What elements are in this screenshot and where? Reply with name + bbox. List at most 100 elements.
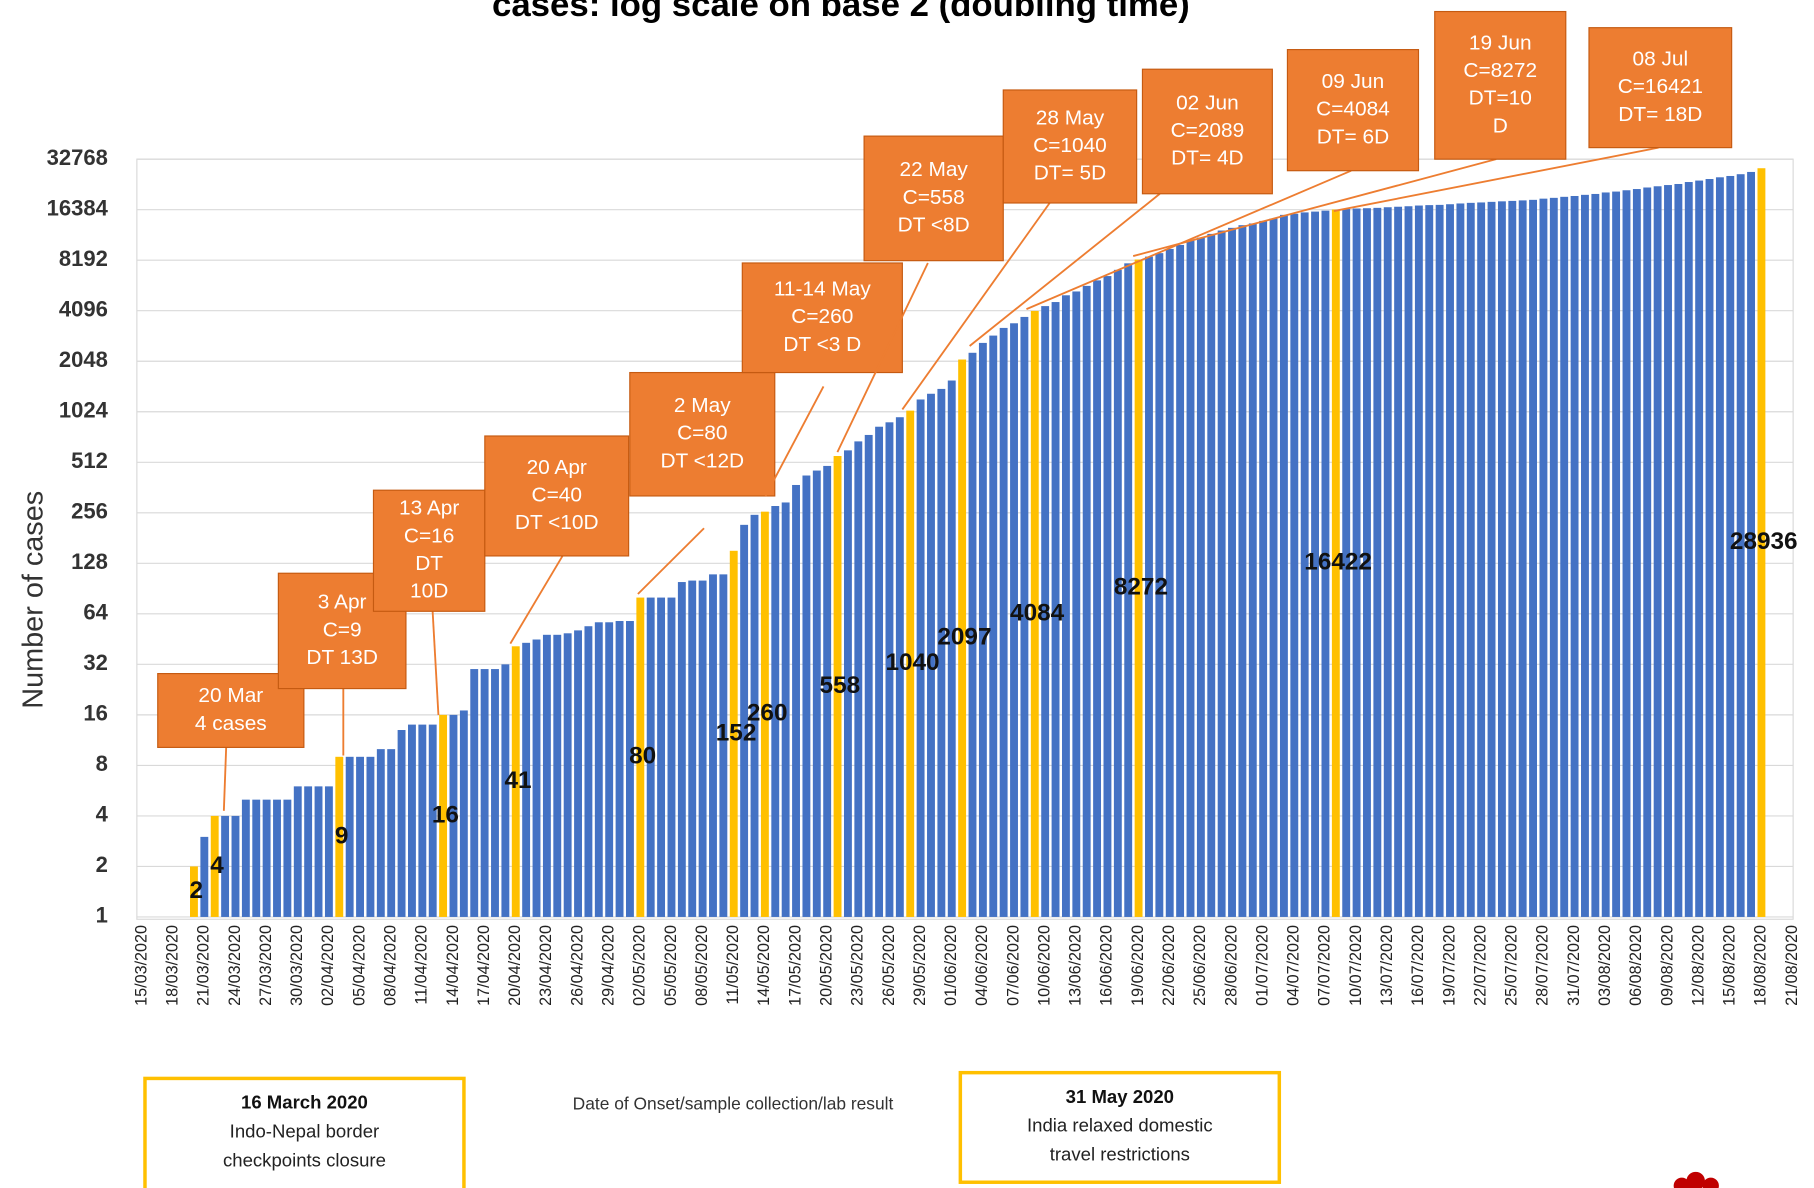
logo-dot <box>1702 1177 1719 1188</box>
bar <box>522 642 531 917</box>
bar <box>511 646 520 917</box>
x-tick-label: 21/03/2020 <box>195 925 213 1006</box>
annotation-box <box>741 262 903 374</box>
bar <box>792 484 800 917</box>
x-tick-label: 08/05/2020 <box>693 925 711 1006</box>
bar <box>781 502 790 917</box>
bar <box>210 815 219 917</box>
bar <box>1051 302 1060 917</box>
y-tick-label: 128 <box>71 549 108 574</box>
y-tick-label: 256 <box>71 499 108 524</box>
annotation: 22 May C=558 DT <8D <box>836 135 1004 453</box>
x-tick-label: 05/05/2020 <box>662 925 680 1006</box>
x-tick-label: 11/05/2020 <box>724 925 742 1005</box>
x-tick-label: 06/08/2020 <box>1627 925 1645 1006</box>
annotation-text: C=80 <box>677 422 727 445</box>
x-axis-label: Date of Onset/sample collection/lab resu… <box>573 1094 894 1114</box>
y-tick-label: 32768 <box>47 145 108 170</box>
bar <box>491 669 499 917</box>
x-tick-label: 22/06/2020 <box>1160 925 1178 1006</box>
data-label: 4 <box>210 852 224 879</box>
annotation-connector <box>836 262 929 453</box>
bar <box>1425 205 1434 917</box>
x-tick-label: 13/06/2020 <box>1067 925 1085 1006</box>
bar <box>1352 208 1361 917</box>
annotation-box <box>1588 27 1733 149</box>
y-tick-label: 2 <box>96 852 108 877</box>
bar <box>1581 194 1589 917</box>
bar <box>1508 200 1517 917</box>
bar <box>740 524 749 917</box>
data-label: 28936 <box>1730 528 1798 555</box>
x-tick-label: 14/04/2020 <box>444 925 462 1006</box>
x-tick-label: 08/04/2020 <box>381 925 399 1006</box>
data-label: 152 <box>716 719 757 746</box>
y-tick-label: 512 <box>71 448 108 473</box>
note-text: travel restrictions <box>1050 1144 1190 1165</box>
bar <box>1061 295 1070 917</box>
y-tick-label: 8192 <box>59 246 108 271</box>
annotation-connector <box>901 202 1051 410</box>
annotation-text: DT=10 <box>1469 87 1532 110</box>
data-label: 16422 <box>1304 549 1372 576</box>
bar <box>1300 212 1309 917</box>
x-tick-label: 19/07/2020 <box>1440 925 1458 1006</box>
bar <box>1010 323 1018 917</box>
bar <box>1072 291 1081 917</box>
annotation-text: 4 cases <box>195 712 267 735</box>
bar <box>958 359 967 917</box>
note-text: India relaxed domestic <box>1027 1115 1213 1136</box>
annotation-text: DT <3 D <box>783 333 861 356</box>
data-label: 4084 <box>1010 599 1065 626</box>
bar <box>241 799 250 917</box>
annotation-text: DT <8D <box>898 214 970 237</box>
annotation-text: C=1040 <box>1033 134 1107 157</box>
x-tick-label: 14/05/2020 <box>755 925 773 1006</box>
annotation: 08 Jul C=16421 DT= 18D <box>1333 27 1733 212</box>
annotation-text: DT= 18D <box>1618 103 1702 126</box>
bar <box>1435 204 1444 917</box>
bar <box>574 630 582 917</box>
bar <box>625 621 634 917</box>
annotation-text: C=9 <box>323 618 362 641</box>
bar <box>1041 306 1050 917</box>
logo-dot <box>1686 1171 1705 1188</box>
bar <box>667 597 676 917</box>
x-tick-label: 20/05/2020 <box>817 925 835 1006</box>
annotation-box <box>863 135 1004 262</box>
annotation-box <box>484 435 630 557</box>
bar <box>636 597 645 917</box>
x-tick-label: 01/07/2020 <box>1253 925 1271 1006</box>
x-tick-label: 26/04/2020 <box>568 925 586 1006</box>
x-tick-label: 18/08/2020 <box>1752 925 1770 1006</box>
bar <box>709 574 717 917</box>
annotation-text: C=40 <box>532 483 582 506</box>
note-text: Indo-Nepal border <box>230 1121 380 1142</box>
x-tick-label: 03/08/2020 <box>1596 925 1614 1006</box>
bar <box>1311 211 1320 917</box>
x-tick-label: 02/04/2020 <box>319 925 337 1006</box>
bar <box>947 380 956 917</box>
bar <box>1217 230 1226 917</box>
bar <box>553 634 562 917</box>
x-tick-label: 30/03/2020 <box>288 925 306 1006</box>
data-label: 260 <box>747 700 788 727</box>
bar <box>906 410 915 917</box>
annotation-text: C=4084 <box>1316 98 1390 121</box>
annotation-box <box>1286 49 1420 172</box>
bar <box>1155 253 1164 917</box>
bar <box>1487 201 1496 917</box>
bar <box>190 866 198 917</box>
data-label: 8272 <box>1114 574 1168 601</box>
bar <box>1757 168 1766 917</box>
bar <box>1383 207 1392 917</box>
annotation-text: C=16 <box>404 524 454 547</box>
bar <box>1549 197 1558 917</box>
bar <box>262 799 271 917</box>
bar <box>1601 192 1610 917</box>
annotation-text: C=558 <box>903 186 965 209</box>
x-tick-label: 23/05/2020 <box>849 925 867 1006</box>
annotation-text: 08 Jul <box>1632 48 1688 71</box>
x-tick-label: 20/04/2020 <box>506 925 524 1006</box>
bar <box>1715 177 1724 917</box>
